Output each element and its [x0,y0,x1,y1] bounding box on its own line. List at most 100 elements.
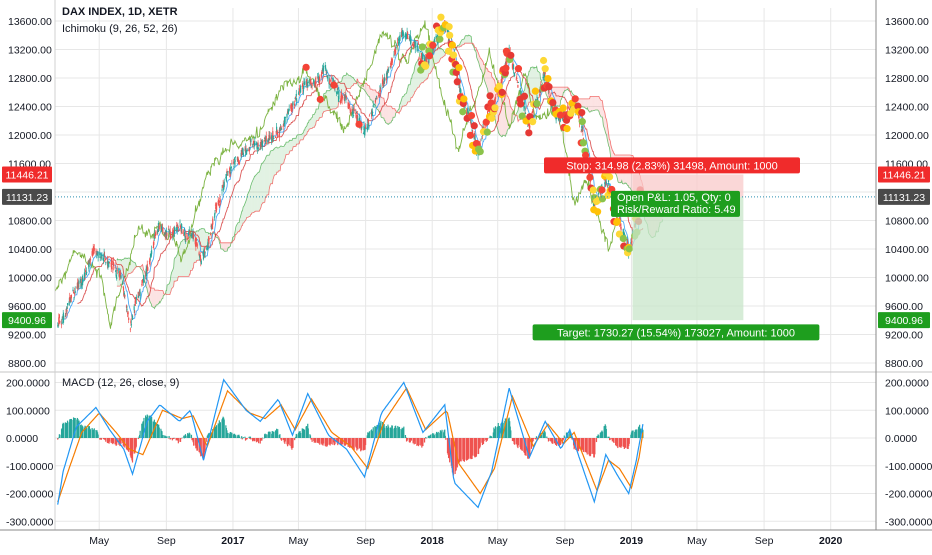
histogram-bar [461,438,462,461]
cloud-segment [292,140,293,150]
signal-marker [450,52,457,59]
histogram-bar [258,438,259,443]
signal-marker [540,57,547,64]
histogram-bar [178,438,179,443]
histogram-bar [67,421,68,438]
cloud-segment [257,173,258,211]
signal-marker [437,14,444,21]
macd-axis-label-right: -200.0000 [885,489,932,501]
histogram-bar [279,434,280,438]
signal-marker [468,112,475,119]
histogram-bar [625,438,626,448]
cloud-segment [221,243,223,249]
histogram-bar [304,430,305,438]
candle-body [444,20,445,21]
cloud-segment [201,228,202,252]
cloud-segment [121,260,122,285]
signal-marker [488,115,495,122]
candle-body [342,96,343,98]
candle-body [120,275,121,278]
signal-marker [484,129,491,136]
histogram-bar [206,438,207,442]
signal-marker [455,64,462,71]
cloud-segment [441,49,442,58]
stop-label: Stop: 314.98 (2.83%) 31498, Amount: 1000 [566,160,778,172]
target-label-group[interactable]: Target: 1730.27 (15.54%) 173027, Amount:… [533,324,820,340]
stop-label-group[interactable]: Stop: 314.98 (2.83%) 31498, Amount: 1000 [544,157,800,173]
candle-body [221,189,222,191]
candle-body [153,241,154,245]
candle-body [329,81,330,84]
histogram-bar [86,428,87,438]
candle-body [294,104,295,106]
candle-body [325,68,326,71]
candle-body [128,318,129,320]
candle-body [582,130,583,131]
cloud-segment [597,96,598,110]
signal-marker [426,52,433,59]
cloud-segment [561,87,562,100]
candle-body [257,143,258,147]
signal-marker [491,104,498,111]
candle-body [201,261,202,265]
histogram-bar [545,432,546,438]
signal-marker [532,88,539,95]
price-flag-left-label: 11446.21 [5,169,48,181]
candle-body [516,78,517,79]
candle-body [131,324,132,325]
cloud-segment [168,284,170,295]
histogram-bar [250,438,251,440]
cloud-segment [556,87,557,109]
candle-body [113,262,114,266]
histogram-bar [445,436,446,438]
histogram-bar [629,438,630,444]
signal-marker [614,218,621,225]
cloud-segment [442,49,443,58]
signal-marker [446,23,453,30]
histogram-bar [476,438,477,457]
candle-body [172,239,173,240]
cloud-segment [557,87,558,107]
cloud-segment [155,290,156,308]
cloud-segment [295,138,296,146]
candle-body [173,230,174,233]
candle-body [162,232,163,233]
candle-body [151,250,152,254]
histogram-bar [608,437,609,438]
histogram-bar [483,438,484,441]
price-axis-label-left: 9600.00 [8,301,46,313]
cloud-segment [254,176,255,211]
histogram-bar [510,430,511,438]
histogram-bar [101,438,102,439]
histogram-bar [590,438,591,454]
candle-body [514,74,515,75]
signal-marker [330,82,337,89]
open-pl-label: Open P&L: 1.05, Qty: 0 [617,192,731,204]
candle-body [94,248,95,251]
signal-marker [563,125,570,132]
candle-body [262,141,263,147]
histogram-bar [438,432,439,438]
macd-legend: MACD (12, 26, close, 9) [62,377,179,389]
signal-marker [544,75,551,82]
histogram-bar [113,438,114,443]
candle-body [374,104,375,105]
x-axis-label: Sep [556,535,575,547]
cloud-segment [202,228,204,252]
histogram-bar [472,438,473,456]
histogram-bar [428,436,429,438]
signal-marker [525,129,532,136]
candle-body [197,245,198,246]
cloud-segment [202,228,203,252]
candle-body [100,255,101,256]
price-axis-label: 12400.00 [885,102,929,114]
candle-body [495,97,496,99]
cloud-segment [592,96,594,111]
signal-marker [572,95,579,102]
x-axis-label: May [488,535,509,547]
candle-body [367,127,368,128]
histogram-bar [128,438,129,452]
